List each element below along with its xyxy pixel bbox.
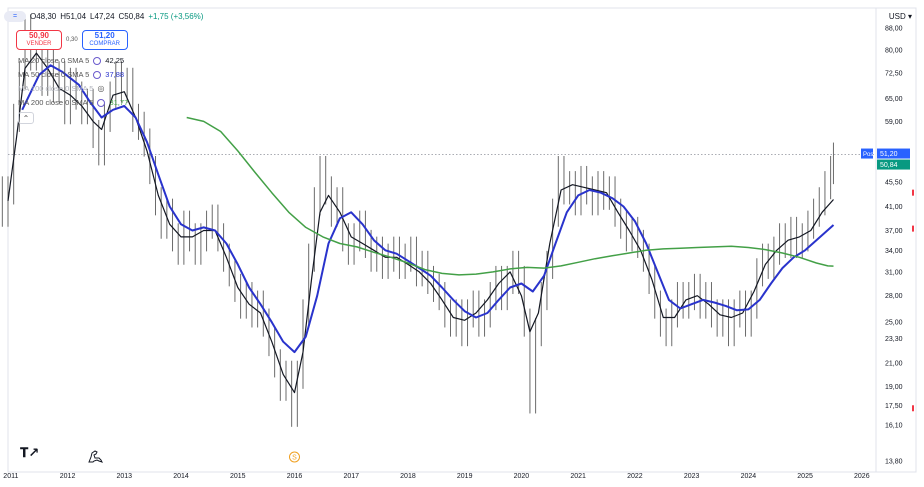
x-tick-label: 2017 — [343, 473, 359, 480]
y-tick-label: 19,00 — [885, 384, 903, 391]
sell-button[interactable]: 50,90 VENDER — [16, 30, 62, 50]
y-tick-label: 65,00 — [885, 96, 903, 103]
last-badge — [877, 159, 910, 170]
settings-icon[interactable] — [93, 56, 102, 65]
ohlc-low: L47,24 — [90, 12, 115, 21]
pos-badge-label: Pos — [863, 152, 873, 158]
y-tick-label: 13,80 — [885, 459, 903, 466]
pos-badge — [861, 148, 873, 159]
axis-marker — [912, 225, 914, 232]
series-line — [7, 52, 834, 394]
indicator-value: 42,25 — [105, 56, 125, 65]
ohlc-close: C50,84 — [118, 12, 145, 21]
x-tick-label: 2019 — [457, 473, 473, 480]
dinosaur-icon — [88, 450, 103, 463]
indicator-label: MA 100 close 0 SMA 5 — [18, 84, 94, 93]
x-tick-label: 2023 — [684, 473, 700, 480]
y-tick-label: 34,00 — [885, 248, 903, 255]
indicator-value: 37,88 — [105, 70, 125, 79]
indicator-label: MA 200 close 0 SMA 5 — [18, 98, 94, 107]
ohlc-open: O48,30 — [30, 12, 57, 21]
indicator-label: MA 20 close 0 SMA 5 — [18, 56, 90, 65]
series-line — [21, 64, 835, 354]
y-tick-label: 72,50 — [885, 71, 903, 78]
x-tick-label: 2011 — [3, 473, 18, 480]
indicator-ma20[interactable]: MA 20 close 0 SMA 5 42,25 — [18, 56, 124, 65]
ask-badge — [877, 148, 910, 159]
y-tick-label: 88,00 — [885, 25, 903, 32]
y-tick-label: 41,00 — [885, 204, 903, 211]
x-tick-label: 2020 — [514, 473, 530, 480]
y-tick-label: 16,10 — [885, 423, 903, 430]
y-tick-label: 23,30 — [885, 336, 903, 343]
last-badge-value: 50,84 — [880, 162, 898, 169]
indicator-value: 31,77 — [109, 98, 129, 107]
sell-price: 50,90 — [28, 31, 50, 40]
y-tick-label: 45,50 — [885, 180, 903, 187]
x-tick-label: 2022 — [627, 473, 643, 480]
ask-badge-value: 51,20 — [880, 151, 898, 158]
x-tick-label: 2025 — [797, 473, 813, 480]
axis-marker — [912, 189, 914, 196]
y-tick-label: 37,00 — [885, 228, 903, 235]
ohlc-change: +1,75 (+3,56%) — [148, 12, 204, 21]
indicator-ma100[interactable]: MA 100 close 0 SMA 5 ◎ — [18, 84, 104, 93]
buy-price: 51,20 — [94, 31, 115, 40]
split-event-icon — [288, 451, 300, 463]
x-tick-label: 2015 — [230, 473, 246, 480]
x-tick-label: 2016 — [287, 473, 303, 480]
buy-label: COMPRAR — [89, 41, 121, 47]
y-tick-label: 28,00 — [885, 293, 903, 300]
currency-selector[interactable]: USD ▾ — [888, 12, 912, 21]
y-tick-label: 21,00 — [885, 360, 903, 367]
sell-label: VENDER — [26, 41, 52, 47]
indicator-label: MA 50 close 0 SMA 5 — [18, 70, 90, 79]
tradingview-logo-icon: 𝐓↗ — [20, 446, 40, 461]
split-event-label: S — [292, 455, 297, 462]
settings-icon[interactable] — [93, 70, 102, 79]
x-tick-label: 2014 — [173, 473, 189, 480]
eye-off-icon[interactable]: ◎ — [97, 84, 105, 93]
series-line — [186, 116, 834, 276]
settings-icon[interactable] — [97, 98, 106, 107]
y-tick-label: 25,00 — [885, 320, 903, 327]
ohlc-high: H51,04 — [60, 12, 87, 21]
buy-button[interactable]: 51,20 COMPRAR — [81, 30, 128, 50]
trade-panel: 50,90 VENDER 0,30 51,20 COMPRAR — [16, 30, 128, 50]
x-tick-label: 2021 — [570, 473, 586, 480]
y-tick-label: 31,00 — [885, 269, 903, 276]
indicator-ma200[interactable]: MA 200 close 0 SMA 5 31,77 — [18, 98, 128, 107]
y-tick-label: 59,00 — [885, 119, 903, 126]
y-tick-label: 17,50 — [885, 403, 903, 410]
symbol-badge[interactable]: = — [4, 11, 26, 22]
indicator-ma50[interactable]: MA 50 close 0 SMA 5 37,88 — [18, 70, 124, 79]
currency-label: USD — [888, 12, 906, 21]
x-tick-label: 2013 — [117, 473, 133, 480]
x-tick-label: 2018 — [400, 473, 416, 480]
x-tick-label: 2024 — [741, 473, 757, 480]
x-tick-label: 2012 — [60, 473, 76, 480]
chart-frame — [7, 7, 917, 473]
spread-value: 0,30 — [66, 37, 78, 43]
x-tick-label: 2026 — [854, 473, 870, 480]
y-tick-label: 80,00 — [885, 48, 903, 55]
collapse-legend-button[interactable]: ⌃ — [18, 112, 34, 124]
axis-marker — [912, 405, 914, 412]
ohlc-header: = O48,30 H51,04 L47,24 C50,84 +1,75 (+3,… — [4, 11, 203, 22]
